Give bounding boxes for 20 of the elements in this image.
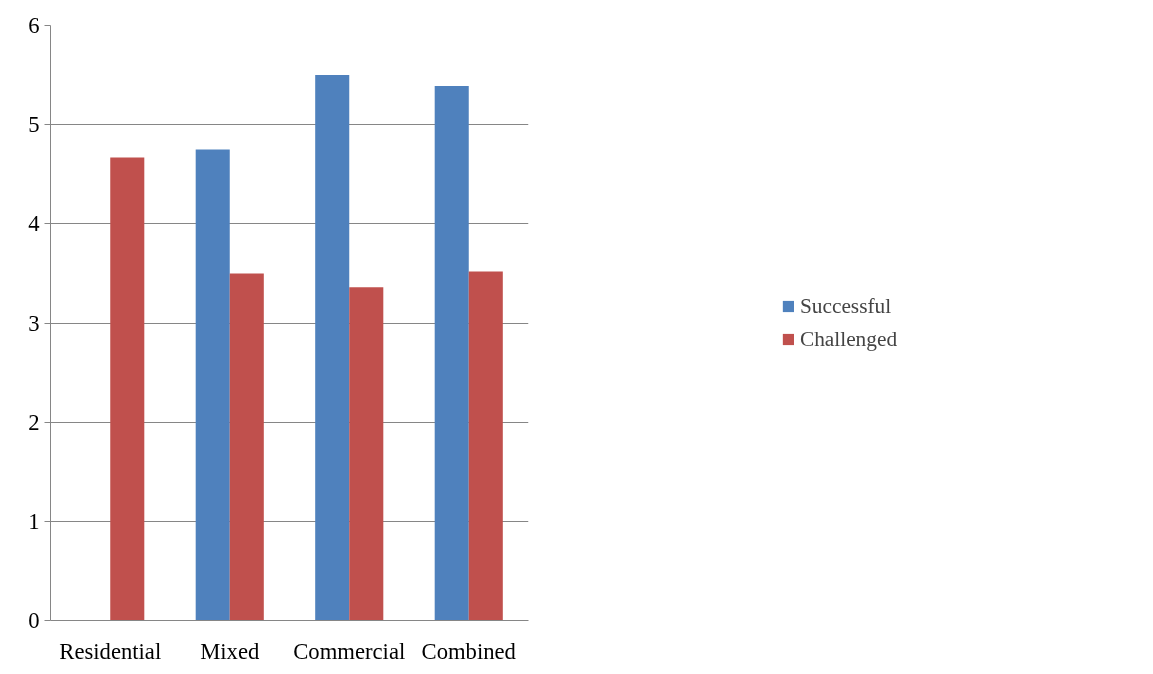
x-tick-label: Residential	[59, 638, 162, 664]
bar	[229, 273, 264, 621]
x-tick-label: Combined	[421, 638, 517, 664]
y-tick-label: 2	[28, 409, 40, 435]
bar	[468, 271, 503, 621]
bar	[349, 287, 384, 621]
y-tick-label: 1	[28, 508, 40, 534]
x-tick-label: Mixed	[200, 638, 260, 664]
y-tick-label: 6	[28, 13, 40, 38]
y-tick-label: 3	[28, 310, 40, 336]
y-tick-label: 4	[28, 211, 40, 237]
bar	[434, 85, 469, 621]
y-tick-label: 0	[28, 608, 40, 633]
y-tick-label: 5	[28, 112, 40, 138]
legend-label: Challenged	[799, 326, 898, 352]
bar	[110, 157, 145, 621]
x-tick-label: Commercial	[293, 638, 406, 664]
bar	[315, 75, 350, 621]
bar	[195, 149, 230, 621]
legend-label: Successful	[799, 293, 892, 319]
